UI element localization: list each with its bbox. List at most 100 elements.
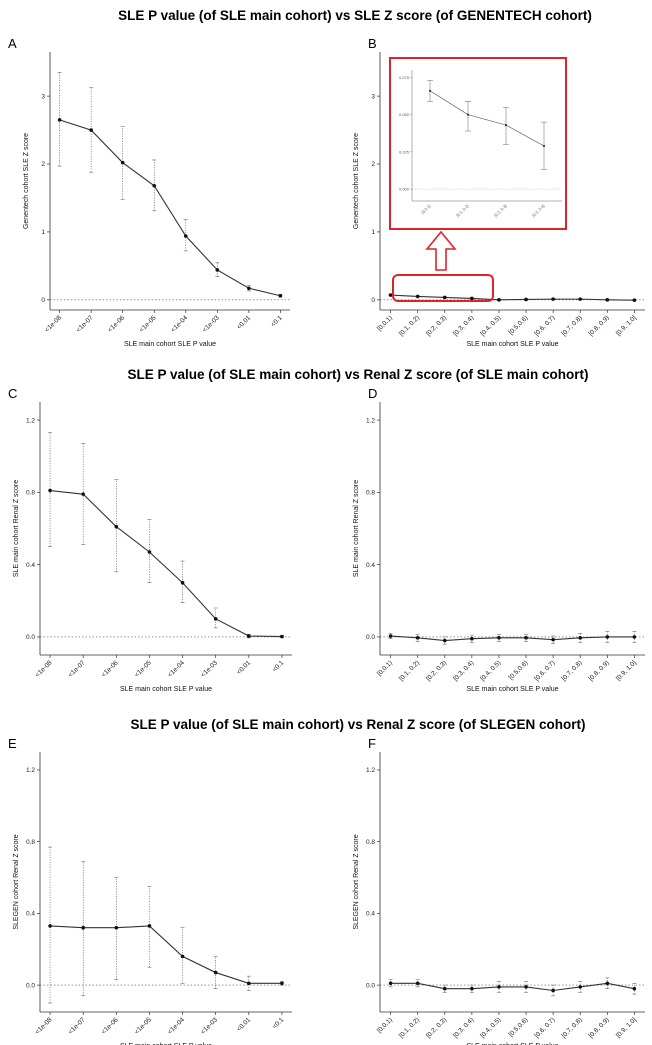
data-point <box>442 986 447 991</box>
data-point <box>180 954 185 959</box>
y-axis-label: SLEGEN cohort Renal Z score <box>353 834 360 929</box>
data-point <box>48 488 52 493</box>
x-tick-label: <1e-06 <box>100 659 120 679</box>
x-axis-label: SLE main cohort SLE P value <box>120 686 212 693</box>
x-axis-label: SLE main cohort SLE P value <box>124 341 216 348</box>
panel-letter: F <box>368 736 376 751</box>
data-point <box>180 580 185 585</box>
x-tick-label: [0.4, 0.5) <box>479 314 502 337</box>
data-point <box>247 634 251 638</box>
data-point <box>183 234 188 238</box>
inset-data-point <box>428 89 432 92</box>
x-tick-label: <0.01 <box>236 659 253 676</box>
x-tick-label: [0,0.1) <box>376 659 394 677</box>
x-tick-label: [0.8, 0.9) <box>588 314 611 337</box>
y-tick-label: 0.4 <box>26 911 35 918</box>
x-tick-label: [0.2, 0.3) <box>425 1016 448 1039</box>
data-point <box>551 988 555 993</box>
inset-series-line <box>429 90 545 147</box>
x-axis-label: SLE main cohort SLE P value <box>466 1043 558 1045</box>
y-tick-label: 0.8 <box>26 839 35 846</box>
data-point <box>247 981 251 986</box>
x-tick-label: [0.6, 0.7) <box>533 659 556 682</box>
data-point <box>213 617 218 621</box>
y-tick-label: 0.0 <box>366 982 375 989</box>
data-point <box>578 636 583 640</box>
panel-f: F 0.0 0.4 0.8 1.2 [0,0.1) [0.1, 0.2) [0.2, 0.3)… <box>353 736 645 1045</box>
y-axis-label: SLE main cohort Renal Z score <box>13 480 20 577</box>
y-tick-label: 1.2 <box>366 417 375 424</box>
x-tick-label: <1e-07 <box>67 659 87 679</box>
y-tick-label: 0.8 <box>366 490 375 497</box>
x-tick-label: <0.01 <box>236 314 253 331</box>
panel-letter: A <box>8 36 17 51</box>
x-tick-label: [0.7, 0.8) <box>561 659 584 682</box>
panel-letter: B <box>368 36 377 51</box>
data-point <box>147 924 152 928</box>
x-tick-label: <1e-06 <box>107 314 127 334</box>
x-axis-label: SLE main cohort SLE P value <box>466 341 558 348</box>
panel-d: D 0.0 0.4 0.8 1.2 [0,0.1) [0.1, 0.2) [0.2, 0.3)… <box>353 386 645 693</box>
x-tick-label: [0,0.1) <box>376 1016 394 1034</box>
x-tick-label: <1e-07 <box>75 314 95 334</box>
data-point <box>442 638 447 643</box>
panel-letter: E <box>8 736 17 751</box>
data-point <box>470 636 474 641</box>
x-axis-label: SLE main cohort SLE P value <box>120 1043 212 1045</box>
data-point <box>388 293 393 297</box>
data-point <box>388 981 393 986</box>
x-tick-label: <1e-04 <box>167 659 187 679</box>
data-point <box>152 183 157 188</box>
data-point <box>89 128 93 132</box>
x-tick-label: [0.9, 1.0] <box>615 1016 638 1039</box>
y-tick-label: 0.0 <box>26 982 35 989</box>
panel-letter: C <box>8 386 17 401</box>
x-tick-label: [0.8, 0.9) <box>588 1016 611 1039</box>
x-tick-label: [0.5,0.6) <box>508 659 530 681</box>
x-tick-label: [0.4, 0.5) <box>479 1016 502 1039</box>
inset-y-tick-label: 0.075 <box>399 75 410 80</box>
x-tick-label: [0.3, 0.4) <box>452 1016 475 1039</box>
x-tick-label: [0.2, 0.3) <box>425 314 448 337</box>
inset-frame <box>389 57 567 230</box>
panels: A 0 1 2 3 <1e-08 <1e-07 <1e-06 <1e-05 <1e-04 <1e-0… <box>8 36 645 1045</box>
x-tick-label: <1e-05 <box>138 314 158 334</box>
x-tick-label: [0.2, 0.3) <box>425 659 448 682</box>
x-tick-label: <1e-03 <box>200 659 220 679</box>
x-tick-label: [0.8, 0.9) <box>588 659 611 682</box>
inset-data-point <box>504 123 508 127</box>
title-row-3: SLE P value (of SLE main cohort) vs Rena… <box>130 717 585 732</box>
series-line <box>50 490 282 638</box>
x-tick-label: <1e-08 <box>34 1016 54 1036</box>
y-tick-label: 0 <box>371 297 375 304</box>
y-axis-label: SLE main cohort Renal Z score <box>353 480 360 577</box>
series-line <box>59 119 281 297</box>
data-point <box>280 634 284 639</box>
x-tick-label: <1e-03 <box>200 1016 220 1036</box>
data-point <box>247 286 251 291</box>
title-row-1: SLE P value (of SLE main cohort) vs SLE … <box>118 8 592 23</box>
data-point <box>280 981 284 986</box>
data-point <box>278 293 283 298</box>
x-tick-label: [0,0.1) <box>376 314 394 332</box>
data-point <box>215 268 220 272</box>
x-tick-label: [0.3, 0.4) <box>452 659 475 682</box>
data-point <box>57 118 62 122</box>
y-tick-label: 1.2 <box>26 767 35 774</box>
y-tick-label: 1 <box>371 229 375 236</box>
y-tick-label: 2 <box>41 161 45 168</box>
data-point <box>388 634 393 638</box>
x-tick-label: [0.5,0.6) <box>508 314 530 336</box>
y-axis-label: Genentech cohort SLE Z score <box>23 133 30 229</box>
y-axis-label: SLEGEN cohort Renal Z score <box>13 834 20 929</box>
series-line <box>390 982 635 992</box>
x-tick-label: <1e-07 <box>67 1016 87 1036</box>
x-tick-label: [0.3, 0.4) <box>452 314 475 337</box>
x-tick-label: <0.1 <box>270 314 284 328</box>
x-tick-label: [0.1, 0.2) <box>398 1016 421 1039</box>
x-tick-label: [0.6, 0.7) <box>533 1016 556 1039</box>
y-tick-label: 3 <box>41 93 45 100</box>
x-tick-label: <1e-06 <box>100 1016 120 1036</box>
x-tick-label: <0.1 <box>271 659 285 673</box>
x-tick-label: [0.9, 1.0] <box>615 314 638 337</box>
